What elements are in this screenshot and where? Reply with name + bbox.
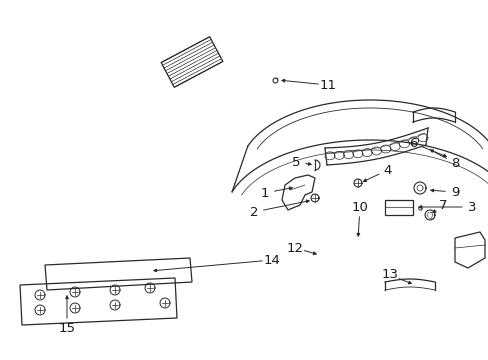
Text: 4: 4 xyxy=(383,163,391,176)
Text: 6: 6 xyxy=(408,136,416,149)
Text: 9: 9 xyxy=(450,185,458,198)
Bar xyxy=(384,200,412,215)
Text: 15: 15 xyxy=(59,321,75,334)
Text: 10: 10 xyxy=(351,201,367,213)
Text: 8: 8 xyxy=(450,157,458,170)
Text: 12: 12 xyxy=(286,242,303,255)
Text: 11: 11 xyxy=(319,78,336,91)
Text: 1: 1 xyxy=(260,186,269,199)
Text: 2: 2 xyxy=(249,206,258,219)
Text: 7: 7 xyxy=(438,198,447,212)
Text: 14: 14 xyxy=(263,253,280,266)
Text: 3: 3 xyxy=(467,201,475,213)
Text: 5: 5 xyxy=(291,156,300,168)
Text: 13: 13 xyxy=(381,269,398,282)
